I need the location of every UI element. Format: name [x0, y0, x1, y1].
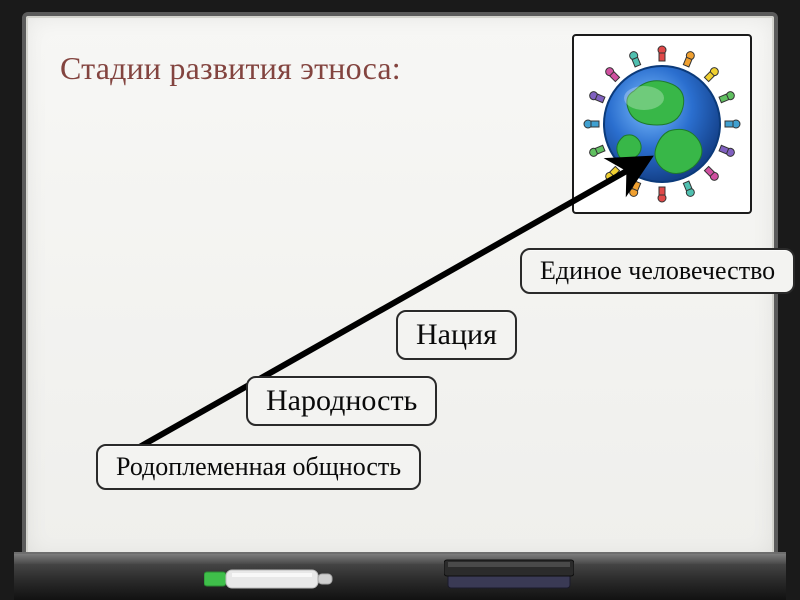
- whiteboard-tray: [14, 552, 786, 600]
- tray-lip: [14, 554, 786, 564]
- stage-unified-humanity: Единое человечество: [520, 248, 795, 294]
- stage-nationality: Народность: [246, 376, 437, 426]
- stage-nation: Нация: [396, 310, 517, 360]
- marker-icon: [204, 568, 334, 590]
- eraser-icon: [444, 558, 574, 592]
- slide-title: Стадии развития этноса:: [60, 50, 401, 87]
- whiteboard: Стадии развития этноса:: [22, 12, 778, 562]
- globe-illustration: [572, 34, 752, 214]
- presentation-frame: Стадии развития этноса:: [0, 0, 800, 600]
- globe-icon: [574, 36, 750, 212]
- stage-tribal-community: Родоплеменная общность: [96, 444, 421, 490]
